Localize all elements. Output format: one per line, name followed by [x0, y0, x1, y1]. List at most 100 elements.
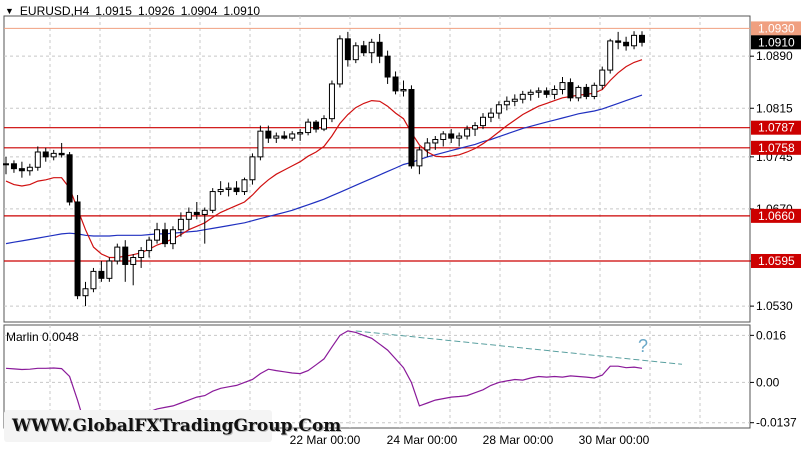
y-tick-label: 1.0815 — [756, 101, 793, 115]
candle-body — [607, 40, 614, 71]
candle-body — [519, 93, 526, 100]
main-panel-frame — [3, 15, 751, 323]
candle-body — [50, 152, 57, 158]
divergence-trend-line — [355, 330, 683, 365]
candle-body — [18, 168, 25, 172]
candle-body — [225, 187, 232, 190]
high-value: 1.0926 — [137, 4, 175, 18]
level-price-tag — [751, 120, 801, 135]
level-price-tag — [751, 140, 801, 155]
indicator-y-tick-label: -0.0137 — [756, 416, 797, 430]
level-price-label: 1.0595 — [758, 254, 795, 268]
candle-body — [583, 86, 590, 97]
x-tick-label: 28 Mar 00:00 — [483, 433, 554, 447]
candle-body — [527, 91, 534, 95]
candle-body — [487, 112, 494, 118]
watermark: WWW.GlobalFXTradingGroup.Com — [4, 410, 341, 442]
high-price-tag — [751, 21, 801, 36]
candle-body — [10, 163, 17, 170]
candle-body — [74, 201, 81, 297]
dropdown-triangle-icon[interactable]: ▼ — [5, 6, 14, 16]
candle-body — [177, 218, 184, 231]
candle-body — [241, 179, 248, 193]
candle-body — [26, 166, 33, 172]
candle-body — [106, 260, 113, 279]
candle-body — [472, 125, 479, 130]
candle-body — [511, 98, 518, 102]
candle-body — [42, 151, 49, 158]
divergence-annotation: ? — [638, 336, 648, 356]
candle-body — [464, 128, 471, 137]
candle-body — [503, 100, 510, 106]
candle-body — [34, 151, 41, 168]
candle-body — [162, 229, 168, 245]
candle-body — [599, 69, 606, 86]
indicator-y-tick-label: 0.00 — [756, 375, 780, 389]
candle-body — [623, 41, 630, 47]
indicator-label: Marlin 0.0048 — [6, 330, 79, 344]
candle-body — [352, 45, 359, 61]
candle-body — [328, 83, 335, 120]
candle-body — [376, 41, 383, 57]
candle-body — [193, 211, 200, 215]
candle-body — [360, 45, 367, 54]
candle-body — [543, 90, 550, 95]
candle-body — [313, 121, 320, 130]
candle-body — [66, 154, 73, 203]
candle-body — [90, 270, 97, 290]
low-value: 1.0904 — [180, 4, 218, 18]
candle-body — [344, 38, 351, 61]
candle-body — [169, 229, 176, 245]
candle-body — [448, 133, 455, 139]
candle-body — [209, 191, 216, 211]
candle-body — [432, 138, 439, 144]
candle-body — [305, 121, 312, 134]
candle-body — [615, 40, 622, 43]
level-price-tag — [751, 253, 801, 268]
candle-body — [281, 135, 288, 139]
candle-body — [249, 156, 256, 181]
candle-body — [321, 118, 327, 130]
candle-body — [408, 89, 415, 167]
level-price-label: 1.0660 — [758, 209, 795, 223]
candle-body — [392, 76, 399, 92]
x-tick-label: 22 Mar 00:00 — [290, 433, 361, 447]
level-price-tag — [751, 208, 801, 223]
candle-body — [440, 133, 447, 140]
candle-body — [456, 135, 463, 139]
y-tick-label: 1.0530 — [756, 299, 793, 313]
candle-body — [495, 104, 502, 114]
candle-body — [400, 89, 407, 92]
candle-body — [631, 34, 638, 47]
candle-body — [551, 89, 558, 95]
ma-slow-line — [5, 94, 643, 245]
x-tick-label: 30 Mar 00:00 — [579, 433, 650, 447]
candle-body — [297, 132, 304, 135]
candle-body — [384, 55, 391, 78]
level-price-label: 1.0787 — [758, 121, 795, 135]
x-tick-label: 24 Mar 00:00 — [387, 433, 458, 447]
y-tick-label: 1.0890 — [756, 49, 793, 63]
candle-body — [130, 257, 137, 265]
current-price-tag — [751, 35, 801, 50]
candle-body — [559, 82, 566, 91]
candle-body — [591, 84, 598, 97]
candle-body — [58, 152, 65, 156]
candle-body — [98, 270, 105, 279]
symbol-label: EURUSD,H4 — [19, 4, 90, 18]
candle-body — [289, 133, 296, 139]
indicator-panel-frame — [3, 324, 751, 429]
high-price-label: 1.0930 — [758, 21, 795, 35]
candle-body — [154, 229, 161, 241]
candle-body — [575, 86, 582, 99]
candle-body — [3, 163, 9, 166]
candle-body — [233, 187, 240, 193]
chart-header: ▼ EURUSD,H4 1.0915 1.0926 1.0904 1.0910 — [5, 4, 260, 18]
candle-body — [122, 246, 129, 265]
candle-body — [257, 130, 264, 158]
current-price-label: 1.0910 — [758, 35, 795, 49]
candle-body — [265, 130, 272, 139]
